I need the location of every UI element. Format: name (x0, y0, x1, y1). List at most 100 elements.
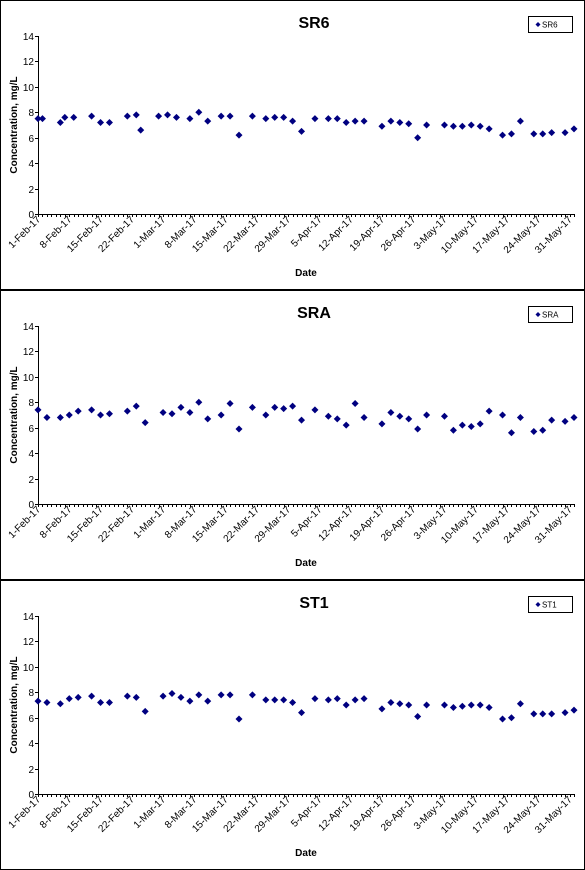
data-point (248, 691, 256, 699)
y-tick-label: 10 (23, 83, 35, 94)
data-point (351, 117, 359, 125)
data-point (204, 697, 212, 705)
legend-box (528, 16, 573, 33)
y-tick-label: 14 (23, 32, 35, 43)
data-point (499, 131, 507, 139)
data-point (235, 131, 243, 139)
data-point (342, 421, 350, 429)
data-point (324, 696, 332, 704)
data-point (570, 706, 578, 714)
data-point (186, 408, 194, 416)
data-point (324, 115, 332, 123)
data-point (458, 421, 466, 429)
data-point (387, 408, 395, 416)
data-point (342, 701, 350, 709)
data-point (548, 129, 556, 137)
data-point (262, 115, 270, 123)
y-tick-label: 10 (23, 373, 35, 384)
data-point (195, 108, 203, 116)
legend-box (528, 596, 573, 613)
data-point (414, 134, 422, 142)
y-tick-label: 4 (28, 739, 34, 750)
y-tick-label: 4 (28, 159, 34, 170)
data-point (172, 113, 180, 121)
data-point (458, 122, 466, 130)
data-point (467, 701, 475, 709)
data-point (235, 715, 243, 723)
data-point (123, 112, 131, 120)
data-point (56, 700, 64, 708)
data-point (539, 130, 547, 138)
y-tick-label: 2 (28, 765, 34, 776)
chart-panel-st1: ST1024681012141-Feb-178-Feb-1715-Feb-172… (0, 580, 585, 870)
data-point (387, 117, 395, 125)
data-point (159, 408, 167, 416)
x-axis-title: Date (295, 848, 317, 859)
data-point (168, 690, 176, 698)
data-point (70, 113, 78, 121)
y-tick-label: 12 (23, 57, 35, 68)
data-point (217, 112, 225, 120)
data-point (88, 406, 96, 414)
data-point (217, 411, 225, 419)
data-point (168, 410, 176, 418)
y-tick-label: 14 (23, 612, 35, 623)
data-point (449, 426, 457, 434)
data-point (74, 407, 82, 415)
data-point (217, 691, 225, 699)
data-point (423, 701, 431, 709)
data-point (280, 113, 288, 121)
chart-title: ST1 (299, 595, 328, 612)
data-point (507, 130, 515, 138)
data-point (507, 429, 515, 437)
data-point (311, 695, 319, 703)
y-tick-label: 12 (23, 637, 35, 648)
chart-panel-frame (0, 290, 585, 580)
data-point (516, 700, 524, 708)
data-point (38, 115, 46, 123)
data-point (280, 696, 288, 704)
data-point (137, 126, 145, 134)
data-point (530, 428, 538, 436)
data-point (378, 420, 386, 428)
data-point (530, 130, 538, 138)
data-point (548, 416, 556, 424)
data-point (155, 112, 163, 120)
data-point (333, 695, 341, 703)
data-point (351, 400, 359, 408)
data-point (360, 414, 368, 422)
data-point (342, 118, 350, 126)
data-point (570, 414, 578, 422)
data-point (204, 117, 212, 125)
data-point (458, 702, 466, 710)
data-point (235, 425, 243, 433)
data-point (423, 411, 431, 419)
chart-title: SR6 (298, 15, 329, 32)
data-point (485, 125, 493, 133)
data-point (548, 710, 556, 718)
x-axis-title: Date (295, 268, 317, 279)
data-point (507, 714, 515, 722)
data-point (423, 121, 431, 129)
data-point (387, 698, 395, 706)
data-point (226, 112, 234, 120)
data-point (56, 118, 64, 126)
chart-panel-frame (0, 0, 585, 290)
chart-panel-sra: SRA024681012141-Feb-178-Feb-1715-Feb-172… (0, 290, 585, 580)
legend-label: ST1 (542, 601, 557, 610)
data-point (324, 412, 332, 420)
data-point (226, 691, 234, 699)
data-series-sr6 (34, 108, 578, 142)
y-tick-label: 10 (23, 663, 35, 674)
data-series-st1 (34, 690, 578, 723)
legend: SRA (528, 306, 573, 323)
data-point (271, 113, 279, 121)
y-tick-label: 6 (28, 134, 34, 145)
data-point (141, 419, 149, 427)
data-point (74, 693, 82, 701)
data-point (271, 696, 279, 704)
data-point (449, 704, 457, 712)
data-point (61, 113, 69, 121)
data-point (105, 698, 113, 706)
data-point (123, 407, 131, 415)
